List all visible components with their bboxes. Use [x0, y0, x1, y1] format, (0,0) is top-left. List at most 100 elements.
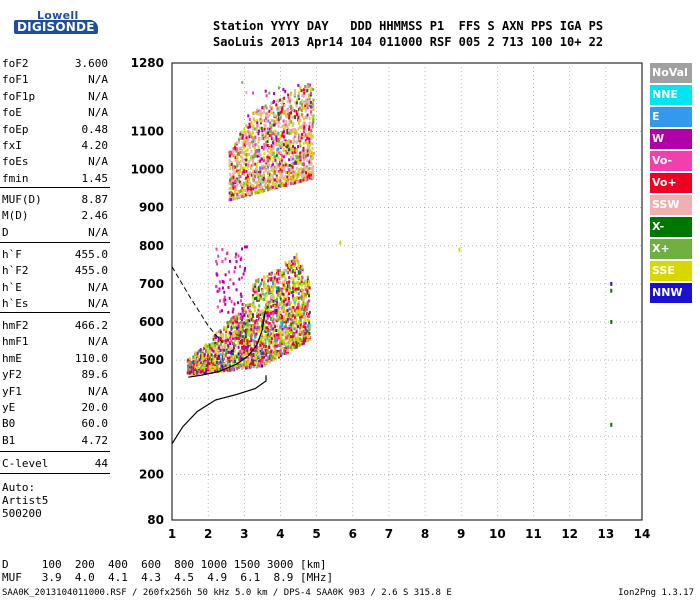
echo-point — [273, 172, 276, 176]
echo-point — [298, 337, 301, 341]
echo-point — [212, 344, 215, 348]
param-value: 455.0 — [74, 264, 108, 278]
echo-point — [219, 348, 222, 352]
echo-point — [263, 137, 266, 141]
echo-point — [306, 275, 309, 279]
echo-point — [283, 132, 286, 136]
echo-point — [268, 146, 271, 150]
echo-point — [292, 327, 295, 331]
echo-point — [269, 121, 272, 125]
param-value: N/A — [88, 297, 108, 311]
echo-point — [243, 334, 246, 338]
echo-point — [277, 306, 280, 310]
echo-point — [259, 328, 262, 332]
echo-point — [241, 141, 244, 145]
echo-point — [256, 154, 259, 158]
echo-point — [301, 282, 304, 286]
echo-point — [252, 179, 255, 183]
echo-point — [252, 153, 255, 157]
echo-point — [273, 334, 276, 338]
echo-point — [227, 285, 230, 289]
echo-point — [312, 107, 315, 111]
echo-point — [294, 88, 297, 92]
echo-point — [279, 272, 282, 276]
echo-point — [277, 330, 280, 334]
echo-point — [306, 284, 309, 288]
echo-point — [240, 318, 243, 322]
echo-point — [286, 326, 289, 330]
echo-point — [203, 357, 206, 361]
echo-point — [293, 181, 296, 185]
echo-point — [282, 315, 285, 319]
echo-point — [219, 330, 222, 334]
echo-point — [275, 311, 278, 315]
echo-point — [290, 322, 293, 326]
echo-point — [302, 121, 305, 125]
echo-point — [252, 125, 255, 129]
echo-point — [297, 296, 300, 300]
echo-point — [213, 338, 216, 342]
echo-point — [241, 331, 244, 335]
echo-point — [241, 352, 244, 356]
echo-point — [244, 303, 247, 307]
echo-point — [265, 94, 268, 98]
echo-point — [277, 269, 280, 273]
echo-point — [252, 348, 255, 352]
echo-point — [262, 147, 265, 151]
echo-point — [226, 362, 229, 366]
echo-point — [301, 106, 304, 110]
echo-point — [276, 317, 279, 321]
param-value: 1.45 — [81, 171, 109, 185]
echo-point — [223, 362, 226, 366]
echo-point — [238, 153, 241, 157]
echo-point — [250, 183, 253, 187]
echo-point — [266, 154, 269, 158]
footer-auto: Auto: — [2, 481, 36, 494]
echo-point — [266, 316, 269, 320]
echo-point — [290, 170, 293, 174]
echo-point — [273, 336, 276, 340]
echo-point — [257, 340, 260, 344]
echo-point — [291, 145, 294, 149]
echo-point — [203, 370, 206, 374]
echo-point — [257, 180, 260, 184]
echo-point — [307, 137, 310, 141]
echo-point — [279, 116, 282, 120]
echo-point — [227, 338, 230, 342]
echo-point — [295, 310, 298, 314]
echo-point — [256, 314, 259, 318]
echo-point — [272, 279, 275, 283]
echo-point — [223, 339, 226, 343]
echo-point — [308, 326, 311, 330]
echo-point — [266, 286, 269, 290]
echo-point — [228, 160, 231, 164]
echo-point — [295, 274, 298, 278]
echo-point — [248, 328, 251, 332]
echo-point — [299, 305, 302, 309]
echo-point — [281, 184, 284, 188]
ionogram-chart: 1 2 3 4 5 6 7 8 9 10 11 12 13 14802003004005006007008… — [131, 56, 651, 541]
echo-point — [282, 135, 285, 139]
echo-point — [301, 340, 304, 344]
param-name: hmF2 — [2, 319, 29, 332]
echo-point — [259, 313, 262, 317]
echo-point — [241, 183, 244, 187]
echo-point — [278, 277, 281, 281]
echo-point — [243, 131, 246, 135]
echo-point — [236, 193, 239, 197]
echo-point — [290, 310, 293, 314]
echo-point — [205, 346, 208, 350]
echo-point — [299, 156, 302, 160]
echo-point — [302, 146, 305, 150]
echo-point — [248, 143, 251, 147]
echo-point — [234, 355, 237, 359]
echo-point — [216, 342, 219, 346]
echo-point — [305, 302, 308, 306]
echo-point — [237, 329, 240, 333]
echo-point — [198, 358, 201, 362]
echo-point — [243, 321, 246, 325]
echo-point — [257, 145, 260, 149]
echo-point — [285, 351, 288, 355]
echo-point — [247, 358, 250, 362]
echo-point — [230, 349, 233, 353]
